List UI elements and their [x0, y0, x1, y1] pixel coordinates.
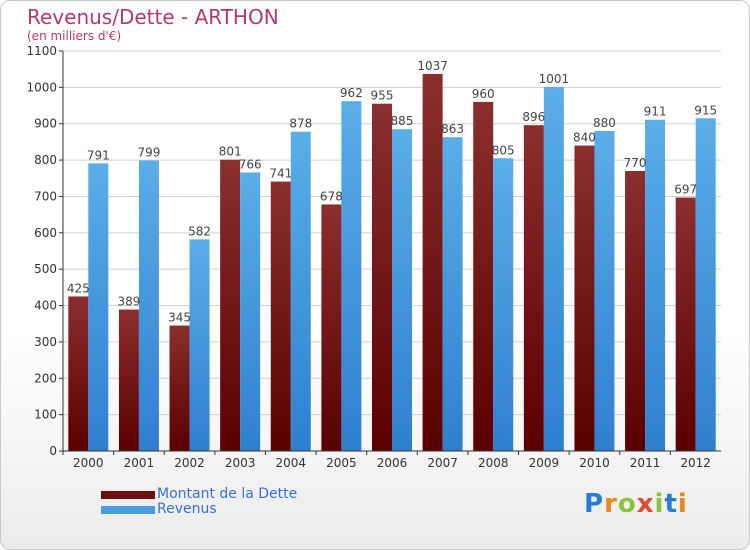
chart-title: Revenus/Dette - ARTHON — [27, 5, 279, 29]
data-label: 582 — [188, 224, 211, 238]
y-tick-label: 300 — [34, 335, 57, 349]
bar-revenue — [392, 129, 412, 451]
proxiti-logo: Proxiti — [584, 489, 688, 519]
data-label: 1001 — [539, 72, 570, 86]
data-label: 741 — [269, 167, 292, 181]
bar-revenue — [138, 160, 159, 452]
chart-legend: Montant de la Dette Revenus — [101, 487, 297, 517]
bar-debt — [118, 309, 139, 451]
x-tick-label: 2006 — [377, 456, 408, 470]
data-label: 960 — [472, 87, 495, 101]
y-tick-label: 200 — [34, 371, 57, 385]
y-tick-label: 900 — [34, 117, 57, 131]
x-tick-label: 2005 — [326, 456, 357, 470]
bar-revenue — [88, 163, 109, 451]
bar-revenue — [493, 158, 514, 452]
logo-letter: i — [654, 489, 665, 519]
bar-debt — [169, 325, 190, 451]
x-tick-label: 2008 — [478, 456, 509, 470]
x-tick-label: 2000 — [73, 456, 104, 470]
legend-label-debt: Montant de la Dette — [157, 486, 298, 502]
data-label: 678 — [320, 189, 343, 203]
data-label: 896 — [522, 110, 545, 124]
data-label: 878 — [289, 117, 312, 131]
data-label: 345 — [168, 311, 191, 325]
bar-debt — [574, 145, 595, 451]
data-label: 766 — [239, 157, 262, 171]
data-label: 911 — [644, 105, 667, 119]
bar-debt — [625, 171, 646, 451]
bar-revenue — [594, 131, 615, 451]
bar-debt — [523, 125, 544, 451]
data-label: 697 — [674, 183, 697, 197]
x-tick-label: 2010 — [579, 456, 610, 470]
bar-debt — [68, 296, 89, 451]
x-tick-label: 2007 — [427, 456, 458, 470]
y-tick-label: 400 — [34, 299, 57, 313]
logo-letter: x — [636, 489, 655, 519]
chart-subtitle: (en milliers d'€) — [27, 29, 122, 43]
bar-debt — [321, 204, 342, 451]
legend-label-revenue: Revenus — [157, 501, 217, 517]
data-label: 840 — [573, 131, 596, 145]
bar-debt — [473, 101, 494, 451]
bar-revenue — [189, 239, 210, 451]
bar-debt — [220, 159, 241, 451]
logo-letter: P — [584, 489, 605, 519]
x-tick-label: 2012 — [680, 456, 711, 470]
logo-letter: r — [604, 489, 618, 519]
y-tick-label: 600 — [34, 226, 57, 240]
y-tick-label: 1100 — [26, 44, 57, 58]
data-label: 955 — [371, 89, 394, 103]
logo-letter: o — [617, 489, 637, 519]
bar-debt — [270, 181, 291, 451]
data-label: 801 — [219, 145, 242, 159]
legend-swatch-debt — [101, 490, 155, 499]
data-label: 770 — [624, 156, 647, 170]
bar-revenue — [645, 119, 666, 452]
logo-letter: t — [664, 489, 678, 519]
bar-revenue — [341, 101, 362, 451]
logo-letter: i — [677, 489, 688, 519]
x-tick-label: 2002 — [174, 456, 205, 470]
bar-debt — [372, 103, 392, 452]
y-tick-label: 700 — [34, 189, 57, 203]
data-label: 389 — [117, 295, 140, 309]
data-label: 880 — [593, 116, 616, 130]
legend-item-debt: Montant de la Dette — [101, 487, 297, 502]
y-tick-label: 0 — [49, 444, 57, 458]
x-tick-label: 2004 — [275, 456, 306, 470]
x-tick-label: 2001 — [124, 456, 155, 470]
bar-revenue — [543, 87, 564, 451]
bar-debt — [422, 73, 443, 451]
data-label: 915 — [694, 103, 717, 117]
x-tick-label: 2009 — [529, 456, 560, 470]
bar-revenue — [240, 172, 261, 452]
data-label: 791 — [87, 148, 110, 162]
y-tick-label: 500 — [34, 262, 57, 276]
bar-revenue — [695, 118, 716, 451]
x-tick-label: 2003 — [225, 456, 256, 470]
data-label: 805 — [492, 143, 515, 157]
bar-revenue — [442, 137, 463, 451]
data-label: 425 — [67, 281, 90, 295]
data-label: 1037 — [417, 59, 448, 73]
data-label: 863 — [441, 122, 464, 136]
bar-revenue — [290, 131, 311, 451]
legend-swatch-revenue — [101, 505, 155, 514]
y-tick-label: 800 — [34, 153, 57, 167]
bar-debt — [675, 197, 696, 451]
y-tick-label: 100 — [34, 408, 57, 422]
data-label: 885 — [391, 114, 414, 128]
data-label: 799 — [137, 145, 160, 159]
y-tick-label: 1000 — [26, 80, 57, 94]
legend-item-revenue: Revenus — [101, 502, 297, 517]
data-label: 962 — [340, 86, 363, 100]
x-tick-label: 2011 — [630, 456, 661, 470]
